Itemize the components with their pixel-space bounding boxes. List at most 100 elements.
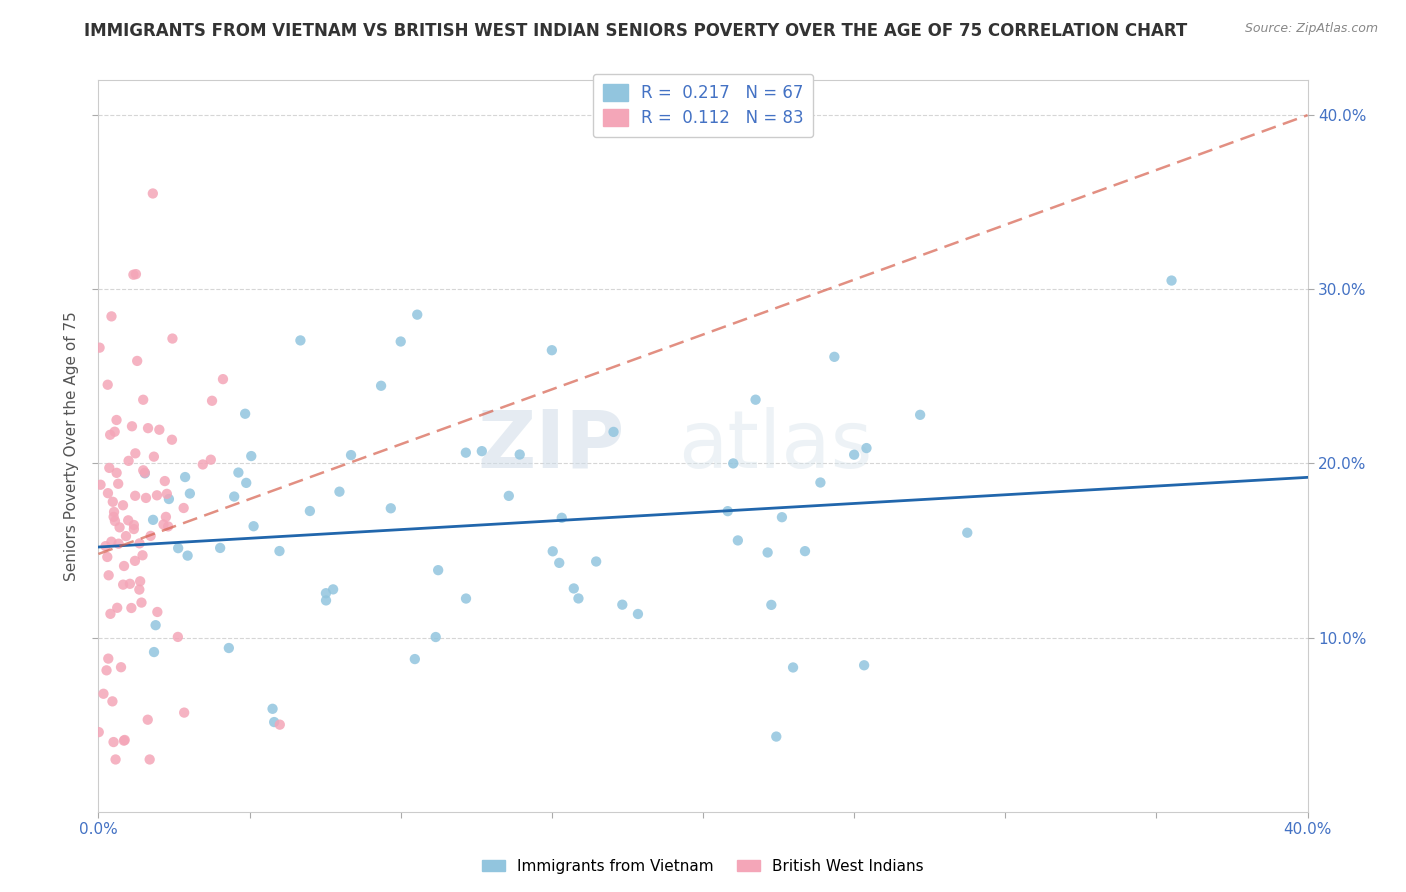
Point xyxy=(823,350,845,364)
Point xyxy=(156,487,179,501)
Point xyxy=(96,549,118,564)
Point xyxy=(179,486,201,500)
Point xyxy=(627,607,650,621)
Point xyxy=(853,658,876,673)
Point xyxy=(370,378,392,392)
Point xyxy=(240,449,263,463)
Point xyxy=(548,556,571,570)
Point xyxy=(98,427,121,442)
Point xyxy=(110,660,132,674)
Point xyxy=(262,702,284,716)
Point xyxy=(100,310,122,324)
Point xyxy=(114,733,136,747)
Point xyxy=(101,495,124,509)
Point xyxy=(844,448,866,462)
Point xyxy=(585,554,607,568)
Point xyxy=(142,513,165,527)
Point xyxy=(782,660,804,674)
Point xyxy=(224,490,246,504)
Point xyxy=(765,730,787,744)
Point xyxy=(153,474,176,488)
Point xyxy=(174,470,197,484)
Point xyxy=(103,505,125,519)
Point xyxy=(471,444,494,458)
Point xyxy=(406,308,429,322)
Point xyxy=(233,407,256,421)
Point xyxy=(235,475,257,490)
Point xyxy=(100,607,122,621)
Point xyxy=(328,484,350,499)
Point xyxy=(127,354,149,368)
Point xyxy=(117,513,139,527)
Point xyxy=(112,577,135,591)
Point xyxy=(124,446,146,460)
Y-axis label: Seniors Poverty Over the Age of 75: Seniors Poverty Over the Age of 75 xyxy=(65,311,79,581)
Point xyxy=(94,539,117,553)
Point xyxy=(567,591,589,606)
Point xyxy=(124,489,146,503)
Point xyxy=(602,425,624,439)
Point xyxy=(132,392,155,407)
Point xyxy=(173,500,195,515)
Point xyxy=(112,733,135,747)
Point xyxy=(143,645,166,659)
Point xyxy=(152,517,174,532)
Point xyxy=(128,582,150,597)
Text: IMMIGRANTS FROM VIETNAM VS BRITISH WEST INDIAN SENIORS POVERTY OVER THE AGE OF 7: IMMIGRANTS FROM VIETNAM VS BRITISH WEST … xyxy=(84,22,1188,40)
Point xyxy=(117,454,139,468)
Point xyxy=(176,549,198,563)
Point xyxy=(315,593,337,607)
Point xyxy=(122,522,145,536)
Point xyxy=(138,752,160,766)
Point xyxy=(290,334,312,348)
Point xyxy=(107,476,129,491)
Point xyxy=(380,501,402,516)
Point xyxy=(120,601,142,615)
Point xyxy=(93,687,115,701)
Point xyxy=(148,423,170,437)
Point xyxy=(794,544,817,558)
Legend: R =  0.217   N = 67, R =  0.112   N = 83: R = 0.217 N = 67, R = 0.112 N = 83 xyxy=(592,74,814,137)
Point xyxy=(97,568,120,582)
Point xyxy=(242,519,264,533)
Point xyxy=(200,452,222,467)
Point xyxy=(191,458,214,472)
Point xyxy=(107,537,129,551)
Point xyxy=(100,534,122,549)
Point xyxy=(97,651,120,665)
Point xyxy=(761,598,783,612)
Point xyxy=(96,663,118,677)
Point xyxy=(121,419,143,434)
Point xyxy=(136,713,159,727)
Point xyxy=(269,717,291,731)
Point xyxy=(298,504,321,518)
Point xyxy=(166,630,188,644)
Point xyxy=(101,694,124,708)
Point xyxy=(541,544,564,558)
Point xyxy=(142,186,165,201)
Text: Source: ZipAtlas.com: Source: ZipAtlas.com xyxy=(1244,22,1378,36)
Point xyxy=(146,488,169,502)
Point xyxy=(162,332,184,346)
Point xyxy=(105,413,128,427)
Point xyxy=(770,510,793,524)
Point xyxy=(551,510,574,524)
Point xyxy=(115,529,138,543)
Point xyxy=(201,393,224,408)
Point xyxy=(90,477,112,491)
Point xyxy=(129,574,152,589)
Point xyxy=(157,491,180,506)
Point xyxy=(98,461,121,475)
Point xyxy=(128,536,150,550)
Point xyxy=(218,640,240,655)
Point xyxy=(134,466,156,480)
Point xyxy=(157,519,180,533)
Point xyxy=(717,504,740,518)
Point xyxy=(146,605,169,619)
Point xyxy=(160,433,183,447)
Legend: Immigrants from Vietnam, British West Indians: Immigrants from Vietnam, British West In… xyxy=(477,853,929,880)
Point xyxy=(723,457,745,471)
Point xyxy=(125,267,148,281)
Point xyxy=(269,544,291,558)
Text: atlas: atlas xyxy=(678,407,873,485)
